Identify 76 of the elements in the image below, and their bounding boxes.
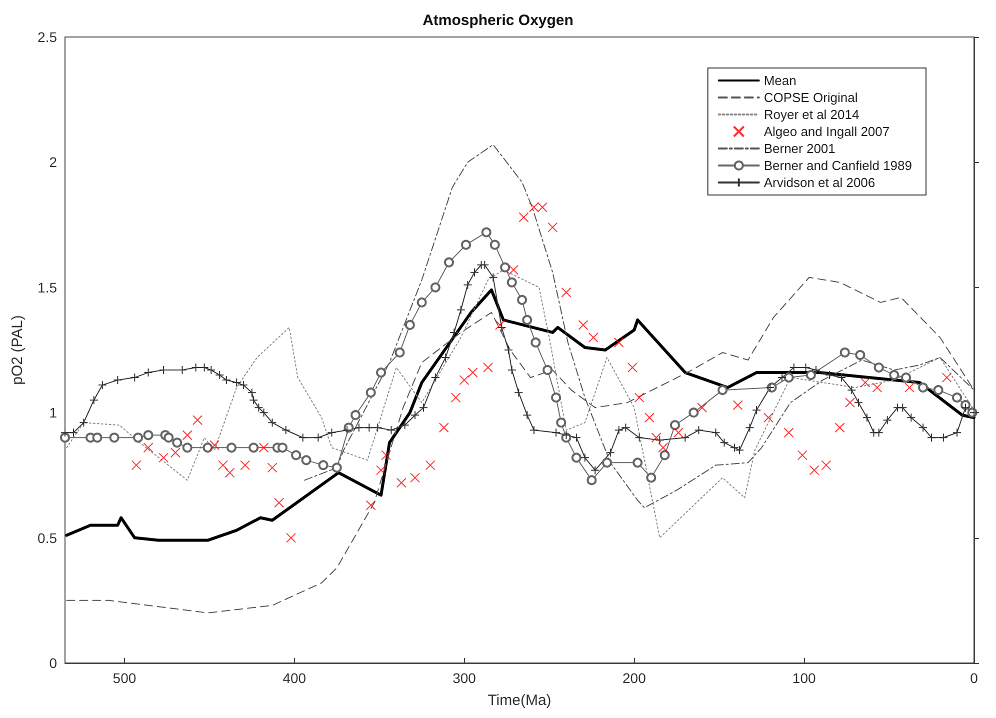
point	[627, 362, 638, 373]
point	[651, 432, 662, 443]
legend-label: Algeo and Ingall 2007	[764, 124, 890, 139]
legend-label: Berner 2001	[764, 141, 836, 156]
point	[614, 337, 624, 348]
point	[425, 460, 436, 470]
point	[942, 372, 952, 383]
point	[588, 332, 598, 342]
point	[376, 465, 386, 476]
point	[809, 465, 820, 476]
point	[240, 460, 250, 470]
point	[844, 398, 855, 408]
point	[182, 430, 192, 440]
point	[468, 368, 478, 378]
point	[732, 400, 743, 410]
point	[483, 362, 494, 373]
point	[450, 392, 461, 403]
point	[158, 452, 169, 463]
x-tick-label: 300	[452, 670, 476, 686]
y-tick-label: 1	[49, 404, 58, 421]
x-tick-label: 500	[112, 670, 136, 686]
point	[537, 202, 548, 212]
x-tick-label: 0	[970, 670, 978, 686]
point	[834, 422, 845, 433]
point	[218, 460, 228, 470]
point	[396, 478, 406, 488]
point	[410, 472, 420, 483]
point	[192, 415, 203, 426]
point	[821, 460, 832, 470]
legend-label: Mean	[764, 73, 796, 88]
point	[274, 498, 284, 508]
point	[518, 212, 529, 222]
chart-title: Atmospheric Oxygen	[422, 12, 574, 29]
point	[872, 382, 882, 393]
point	[658, 442, 668, 453]
x-tick-label: 200	[622, 670, 646, 686]
point	[763, 412, 774, 423]
point	[366, 500, 376, 510]
point	[904, 382, 914, 393]
point	[860, 378, 870, 388]
point	[528, 202, 539, 212]
point	[797, 450, 808, 460]
point	[561, 287, 572, 298]
legend-label: Arvidson et al 2006	[764, 175, 876, 190]
y-tick-label: 2.5	[38, 29, 58, 45]
legend-label: Berner and Canfield 1989	[764, 158, 912, 173]
point	[548, 222, 558, 232]
point	[381, 450, 392, 460]
point	[210, 440, 220, 450]
y-tick-label: 2	[49, 154, 58, 170]
legend-label: COPSE Original	[764, 90, 858, 105]
point	[784, 428, 794, 438]
point	[644, 412, 654, 423]
x-tick-label: 400	[282, 670, 306, 686]
point	[634, 392, 644, 403]
point	[131, 460, 142, 470]
y-axis-title: pO2 (PAL)	[9, 315, 26, 385]
point	[494, 320, 505, 330]
point	[170, 448, 180, 458]
point	[697, 402, 708, 413]
point	[438, 422, 449, 433]
point	[459, 375, 470, 386]
point	[267, 462, 278, 473]
point	[673, 428, 684, 438]
point	[578, 320, 588, 330]
point	[224, 468, 235, 478]
y-tick-label: 0	[49, 655, 58, 671]
point	[508, 264, 519, 275]
y-tick-label: 1.5	[38, 279, 58, 296]
point	[258, 442, 269, 453]
y-tick-label: 0.5	[38, 530, 58, 546]
point	[286, 532, 296, 543]
x-tick-label: 100	[792, 670, 816, 686]
legend-label: Royer et al 2014	[764, 107, 860, 122]
x-axis-title: Time(Ma)	[488, 692, 552, 709]
point	[143, 442, 154, 453]
